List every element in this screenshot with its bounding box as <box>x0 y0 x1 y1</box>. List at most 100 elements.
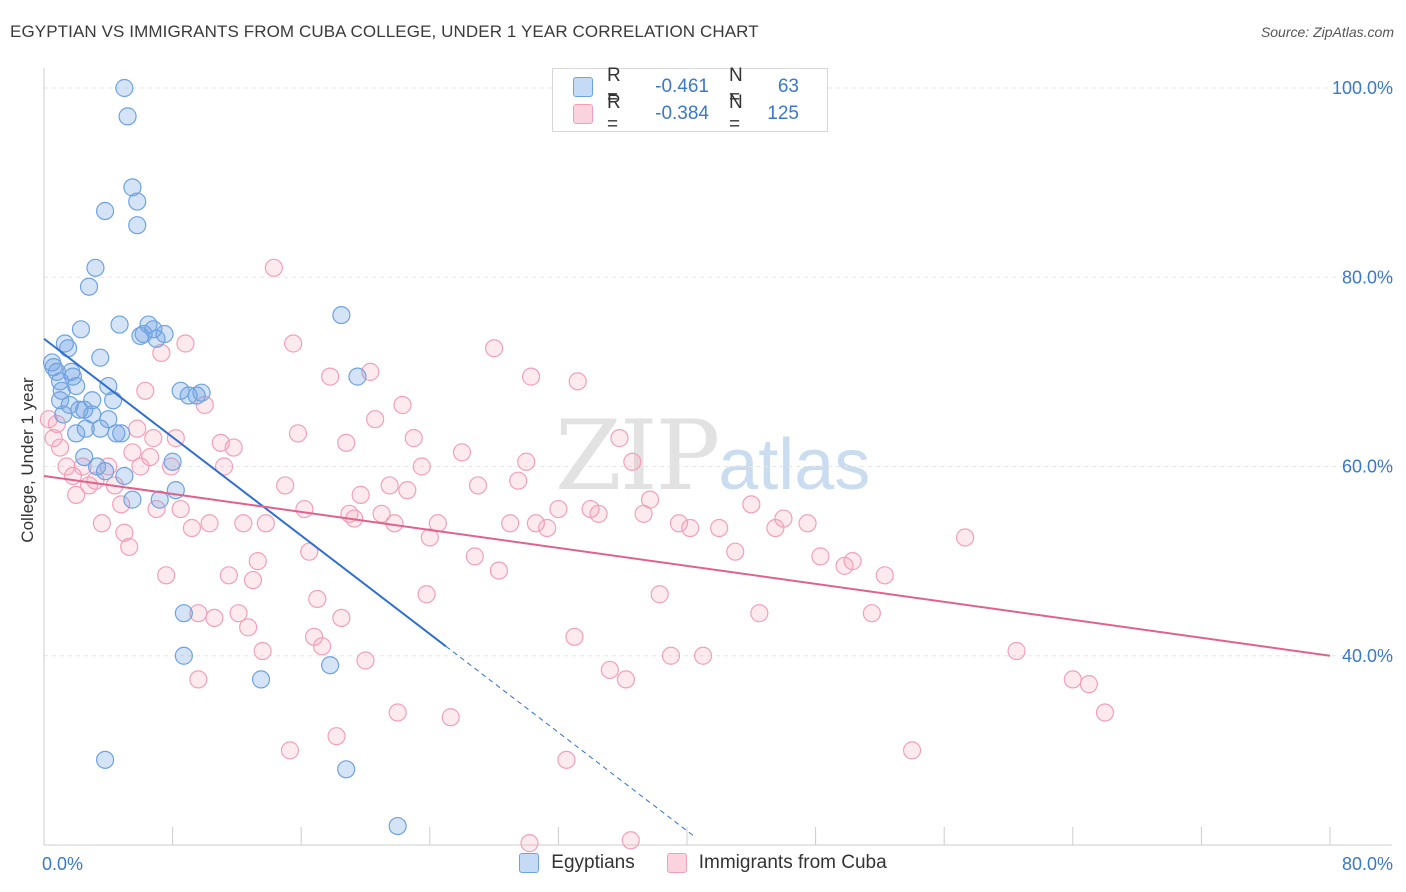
point-egyptians <box>337 760 356 779</box>
point-cuba <box>120 537 139 557</box>
point-cuba <box>774 509 793 528</box>
point-cuba <box>661 646 681 665</box>
legend-row-egyptians: R = -0.461 N = 63 <box>573 65 799 108</box>
y-axis-label: College, Under 1 year <box>18 377 37 543</box>
point-egyptians <box>59 339 78 358</box>
point-cuba <box>312 637 332 656</box>
point-cuba <box>144 429 163 448</box>
point-egyptians <box>50 391 70 410</box>
point-cuba <box>412 457 431 476</box>
point-cuba <box>538 518 557 538</box>
point-egyptians <box>251 670 271 689</box>
y-tick-label: 60.0% <box>1342 457 1393 477</box>
point-cuba <box>452 443 472 462</box>
point-cuba <box>253 641 272 661</box>
legend-label-egyptians: Egyptians <box>551 852 635 873</box>
y-tick-label: 40.0% <box>1342 646 1393 666</box>
point-cuba <box>862 604 881 623</box>
point-cuba <box>332 608 351 628</box>
point-egyptians <box>348 367 367 386</box>
point-cuba <box>337 433 356 452</box>
legend-swatch-cuba <box>573 104 593 124</box>
point-cuba <box>465 547 484 566</box>
point-cuba <box>621 831 640 850</box>
point-cuba <box>726 542 745 561</box>
point-egyptians <box>187 386 206 405</box>
point-cuba <box>73 457 92 476</box>
point-cuba <box>485 339 504 358</box>
chart-title: EGYPTIAN VS IMMIGRANTS FROM CUBA COLLEGE… <box>10 22 759 41</box>
point-cuba <box>205 608 224 628</box>
legend-r-label: R = <box>607 92 621 135</box>
point-cuba <box>152 343 171 363</box>
watermark: ZIPatlas <box>555 400 870 512</box>
point-cuba <box>131 457 150 476</box>
point-egyptians <box>63 367 83 386</box>
point-cuba <box>610 429 629 448</box>
legend-row-cuba: R = -0.384 N = 125 <box>573 92 799 135</box>
point-egyptians <box>83 391 102 410</box>
legend-n-label: N = <box>729 92 743 135</box>
y-tick-label: 100.0% <box>1332 78 1393 98</box>
point-cuba <box>128 419 147 438</box>
point-cuba <box>356 651 375 670</box>
point-cuba <box>669 514 689 533</box>
point-cuba <box>256 514 275 533</box>
point-egyptians <box>118 107 137 126</box>
legend-n-label: N = <box>729 65 743 108</box>
point-cuba <box>264 258 283 277</box>
point-egyptians <box>44 358 63 377</box>
legend-item-cuba[interactable]: Immigrants from Cuba <box>666 852 887 874</box>
point-cuba <box>136 381 155 400</box>
point-cuba <box>640 490 660 509</box>
point-cuba <box>565 627 584 646</box>
point-cuba <box>67 485 86 504</box>
point-cuba <box>86 471 105 490</box>
point-cuba <box>742 495 761 514</box>
point-cuba <box>366 410 385 429</box>
point-cuba <box>468 476 488 495</box>
point-cuba <box>589 504 608 523</box>
legend-n-value-cuba: 125 <box>767 103 799 124</box>
trend-line-egyptians <box>43 337 447 648</box>
point-egyptians <box>155 324 174 344</box>
point-cuba <box>219 566 238 585</box>
point-egyptians <box>95 750 115 769</box>
point-egyptians <box>128 216 147 235</box>
point-egyptians <box>60 395 79 415</box>
point-cuba <box>239 618 258 637</box>
point-egyptians <box>174 604 193 623</box>
point-cuba <box>600 660 619 680</box>
point-cuba <box>520 834 539 853</box>
legend-n-value-egyptians: 63 <box>777 76 799 97</box>
point-egyptians <box>71 320 91 339</box>
point-cuba <box>843 552 862 571</box>
point-cuba <box>92 514 111 533</box>
point-cuba <box>681 518 700 538</box>
point-cuba <box>1079 675 1098 694</box>
point-cuba <box>182 518 201 538</box>
stats-legend: R = -0.461 N = 63 R = -0.384 N = 125 <box>552 65 828 135</box>
point-cuba <box>50 438 70 457</box>
point-egyptians <box>112 424 131 443</box>
point-cuba <box>234 514 253 533</box>
legend-item-egyptians[interactable]: Egyptians <box>519 852 635 874</box>
point-cuba <box>44 429 63 448</box>
point-cuba <box>140 447 160 467</box>
point-egyptians <box>115 466 134 486</box>
point-egyptians <box>115 78 134 98</box>
point-cuba <box>171 499 190 519</box>
point-cuba <box>276 476 295 495</box>
point-cuba <box>224 438 243 457</box>
point-cuba <box>229 604 248 623</box>
point-cuba <box>47 414 66 434</box>
point-egyptians <box>70 400 89 419</box>
point-cuba <box>288 424 308 443</box>
point-egyptians <box>321 656 340 675</box>
legend-swatch-egyptians <box>573 77 593 97</box>
point-cuba <box>501 514 520 533</box>
point-cuba <box>321 367 340 386</box>
point-cuba <box>526 514 545 533</box>
x-tick-label: 0.0% <box>42 854 83 874</box>
point-cuba <box>327 727 346 746</box>
